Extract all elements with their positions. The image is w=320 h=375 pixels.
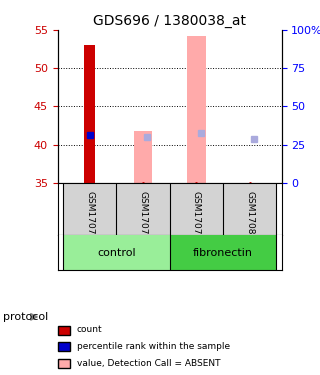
Text: percentile rank within the sample: percentile rank within the sample [77, 342, 230, 351]
Text: value, Detection Call = ABSENT: value, Detection Call = ABSENT [77, 359, 220, 368]
Bar [170, 183, 223, 235]
Bar [133, 131, 152, 183]
Text: protocol: protocol [3, 312, 48, 322]
Text: GSM17077: GSM17077 [85, 190, 94, 240]
Text: control: control [97, 248, 136, 258]
Text: count: count [77, 326, 102, 334]
Text: GSM17078: GSM17078 [139, 190, 148, 240]
Bar [63, 183, 116, 235]
Bar [187, 36, 205, 183]
Text: GSM17080: GSM17080 [245, 190, 254, 240]
Bar [63, 235, 170, 270]
Text: fibronectin: fibronectin [193, 248, 253, 258]
Bar [223, 183, 276, 235]
Text: GSM17079: GSM17079 [192, 190, 201, 240]
Bar [170, 235, 276, 270]
Title: GDS696 / 1380038_at: GDS696 / 1380038_at [93, 13, 246, 28]
Bar [84, 45, 95, 183]
Bar [116, 183, 170, 235]
